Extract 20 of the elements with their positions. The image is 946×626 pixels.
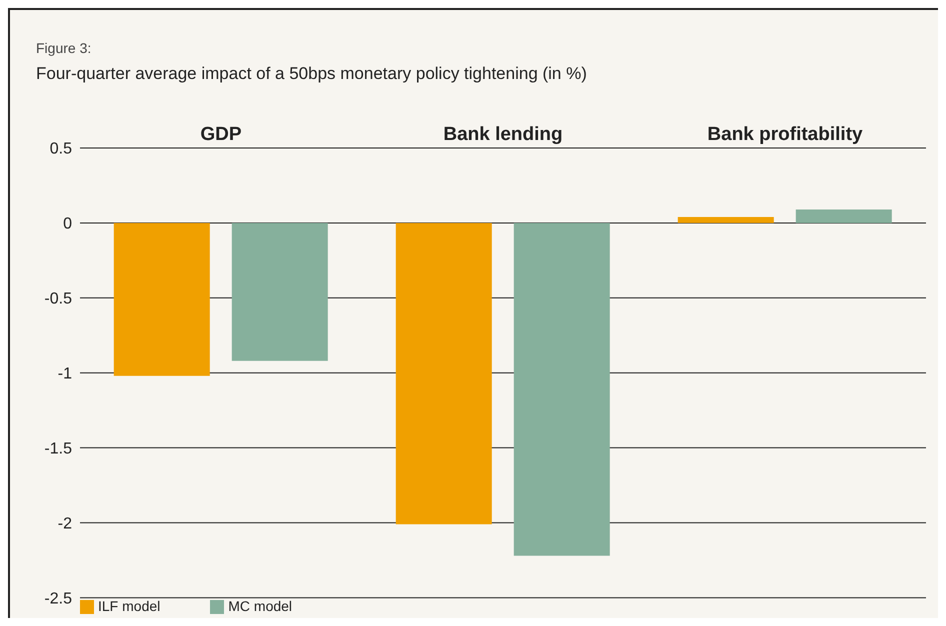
legend-label: MC model <box>228 598 292 614</box>
y-tick-label: 0.5 <box>50 140 72 158</box>
chart-subtitle: Figure 3: <box>36 40 92 56</box>
y-tick-label: -1.5 <box>44 440 72 458</box>
bar <box>678 216 774 223</box>
y-tick-label: -0.5 <box>44 290 72 308</box>
legend-label: ILF model <box>98 598 160 614</box>
y-tick-label: -2.5 <box>44 590 72 608</box>
x-tick-label: GDP <box>200 124 242 145</box>
x-tick-label: Bank profitability <box>707 124 864 145</box>
x-tick-label: Bank lending <box>443 124 563 145</box>
bar <box>396 222 492 524</box>
bar <box>514 222 610 556</box>
bar <box>232 222 328 361</box>
chart-title: Four-quarter average impact of a 50bps monetary policy tightening (in %) <box>36 64 587 84</box>
bar <box>114 222 210 376</box>
y-tick-label: -1 <box>58 366 72 383</box>
bar <box>796 209 892 223</box>
y-tick-label: 0 <box>63 216 72 233</box>
y-tick-label: -2 <box>58 515 72 532</box>
